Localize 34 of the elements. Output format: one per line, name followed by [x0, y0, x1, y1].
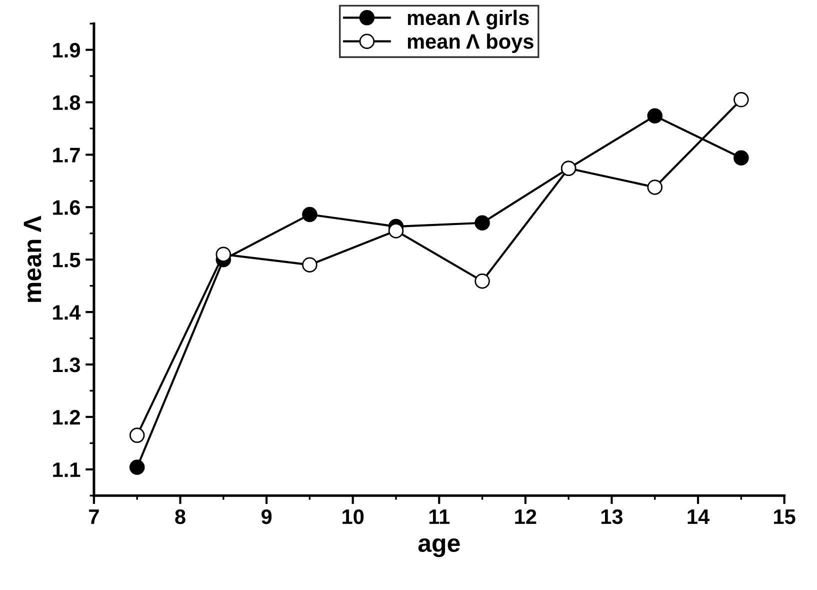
x-axis-title: age [418, 538, 460, 558]
y-tick-label: 1.2 [53, 410, 80, 424]
y-tick-label: 1.4 [53, 305, 81, 320]
x-tick-label: 10 [342, 509, 364, 524]
point [216, 246, 232, 262]
x-tick-label: 11 [429, 510, 450, 524]
y-tick-label: 1.8 [53, 95, 80, 110]
point [474, 273, 490, 289]
y-tick-label: 1.9 [53, 42, 80, 58]
y-tick-label: 1.7 [53, 148, 80, 162]
point [474, 215, 490, 231]
point [302, 206, 318, 222]
point [734, 150, 749, 166]
y-tick-label: 1.3 [53, 357, 80, 372]
point [129, 460, 145, 475]
x-tick-label: 8 [175, 509, 186, 524]
x-tick-label: 9 [261, 509, 272, 524]
y-axis-title: mean Λ [24, 216, 42, 302]
point [734, 92, 749, 108]
legend-label: mean Λ girls [408, 10, 529, 30]
y-tick-label: 1.5 [53, 252, 80, 268]
legend-label: mean Λ boys [408, 34, 534, 53]
y-tick-label: 1.1 [53, 462, 80, 477]
x-tick-label: 14 [688, 510, 710, 524]
point [302, 257, 318, 272]
point [129, 428, 145, 443]
x-tick-label: 7 [89, 510, 99, 524]
point [388, 223, 404, 238]
x-tick-label: 15 [774, 510, 796, 524]
x-tick-label: 12 [515, 509, 536, 524]
point [647, 108, 663, 124]
y-tick-label: 1.6 [53, 200, 80, 215]
x-tick-label: 13 [601, 509, 623, 524]
point [647, 180, 663, 195]
